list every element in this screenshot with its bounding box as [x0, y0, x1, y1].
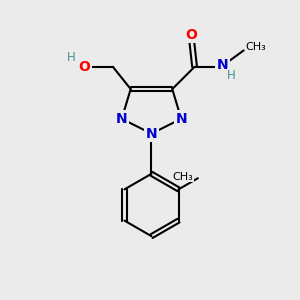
Text: CH₃: CH₃ [245, 42, 266, 52]
Text: N: N [176, 112, 187, 126]
Text: O: O [79, 60, 91, 74]
Text: N: N [146, 127, 157, 141]
Text: CH₃: CH₃ [172, 172, 194, 182]
Text: N: N [116, 112, 128, 126]
Text: O: O [186, 28, 197, 42]
Text: H: H [227, 69, 236, 82]
Text: H: H [67, 51, 76, 64]
Text: N: N [217, 58, 229, 72]
